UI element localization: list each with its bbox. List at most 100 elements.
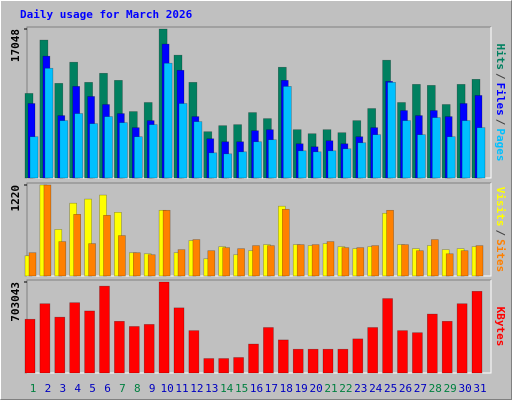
bar: [233, 357, 244, 374]
legend-entry: Pages: [494, 128, 507, 161]
bar: [134, 136, 143, 179]
bar: [371, 245, 380, 277]
bar: [103, 214, 111, 277]
bar: [54, 316, 66, 374]
bar: [88, 243, 96, 277]
bar: [445, 253, 454, 277]
bar: [238, 151, 247, 179]
bar: [417, 134, 426, 179]
bar: [188, 330, 200, 374]
bar: [426, 313, 438, 374]
bar: [69, 302, 80, 374]
bar: [263, 327, 274, 374]
bar: [471, 291, 483, 374]
bar: [327, 150, 337, 179]
bar: [431, 117, 441, 179]
bar: [173, 307, 185, 374]
x-tick-label: 28: [429, 382, 442, 395]
bar: [84, 198, 92, 277]
bar: [267, 245, 275, 277]
bar: [412, 332, 423, 374]
legend: Hits / Files / Pages: [494, 44, 507, 162]
x-tick-label: 9: [149, 382, 156, 395]
bar: [341, 247, 350, 277]
bar: [147, 254, 156, 277]
bar: [203, 358, 215, 374]
bar: [99, 285, 110, 374]
x-tick-label: 26: [399, 382, 412, 395]
legend-entry: Sites: [494, 239, 507, 272]
bar: [382, 298, 393, 374]
x-tick-label: 22: [339, 382, 352, 395]
x-tick-label: 19: [295, 382, 308, 395]
panel-dark: [26, 182, 491, 276]
bar: [297, 150, 307, 179]
bar: [74, 113, 83, 179]
x-tick-label: 1: [30, 382, 37, 395]
bar: [372, 134, 382, 179]
bar: [311, 244, 320, 277]
bar: [24, 318, 36, 374]
x-tick-label: 8: [134, 382, 141, 395]
y-tick-label: 703043: [9, 282, 22, 322]
bar: [163, 62, 173, 179]
bar: [222, 247, 230, 277]
bar: [162, 209, 171, 277]
bar: [192, 239, 201, 277]
x-tick-label: 3: [59, 382, 66, 395]
bar: [307, 348, 319, 374]
x-tick-label: 13: [205, 382, 218, 395]
bar: [430, 239, 439, 277]
bar: [461, 120, 471, 179]
x-tick-label: 24: [369, 382, 383, 395]
bar: [218, 358, 229, 374]
bar: [352, 338, 364, 374]
bar: [460, 250, 469, 277]
bar: [322, 348, 334, 374]
legend-separator: /: [494, 73, 507, 80]
legend: KBytes: [494, 307, 507, 347]
bar: [416, 250, 424, 277]
x-tick-label: 18: [280, 382, 293, 395]
bar: [29, 136, 39, 179]
legend-entry: Files: [494, 83, 507, 116]
x-tick-label: 29: [444, 382, 457, 395]
x-tick-label: 15: [235, 382, 248, 395]
legend-entry: Hits: [494, 44, 507, 71]
x-tick-label: 6: [104, 382, 111, 395]
bar: [356, 247, 365, 277]
legend-separator: /: [494, 230, 507, 237]
bar: [143, 324, 155, 374]
bar: [397, 330, 408, 374]
x-tick-label: 27: [414, 382, 427, 395]
bar: [129, 326, 140, 374]
bar: [43, 184, 52, 277]
bar: [104, 116, 113, 179]
bar: [178, 103, 188, 179]
x-tick-label: 2: [45, 382, 52, 395]
bar: [114, 320, 125, 374]
bar: [89, 123, 98, 179]
bar: [158, 281, 170, 374]
bar: [58, 241, 67, 277]
legend-separator: /: [494, 119, 507, 126]
x-tick-label: 5: [89, 382, 96, 395]
x-tick-label: 11: [175, 382, 188, 395]
x-tick-label: 31: [473, 382, 486, 395]
bar: [59, 120, 69, 179]
y-tick-label: 17048: [9, 29, 22, 62]
x-tick-label: 17: [265, 382, 278, 395]
legend-entry: KBytes: [494, 307, 507, 347]
x-tick-label: 7: [119, 382, 126, 395]
bar: [237, 248, 245, 277]
x-tick-label: 21: [324, 382, 337, 395]
bar: [277, 339, 289, 374]
x-tick-label: 30: [458, 382, 471, 395]
bar: [223, 153, 232, 179]
x-tick-label: 23: [354, 382, 367, 395]
bar: [282, 86, 292, 179]
bar: [326, 241, 335, 277]
bar: [342, 148, 352, 179]
legend: Visits / Sites: [494, 187, 507, 273]
